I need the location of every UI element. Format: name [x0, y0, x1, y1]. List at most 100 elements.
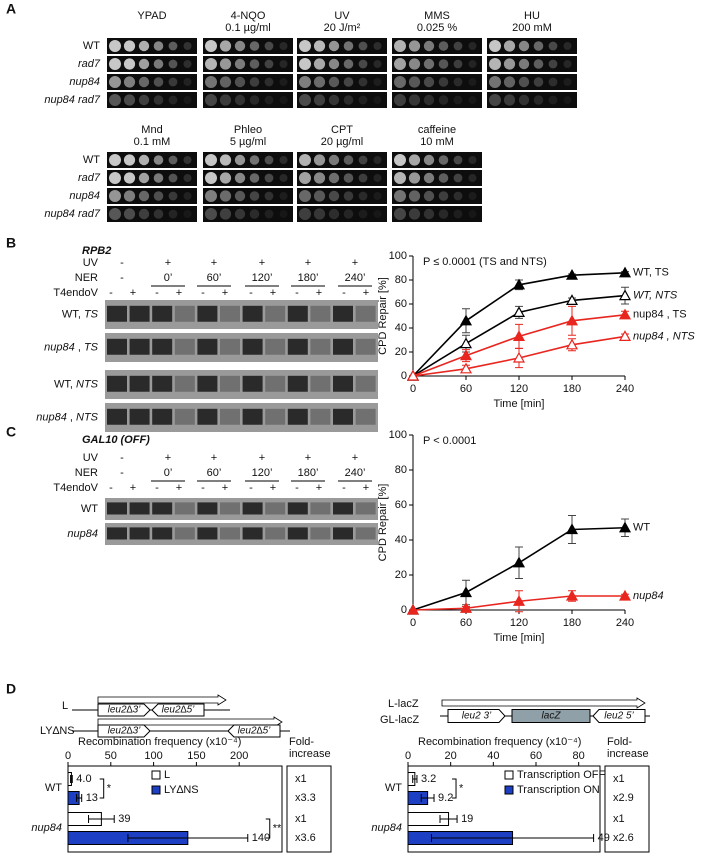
significance-mark: ** [273, 822, 282, 834]
spot [138, 190, 150, 202]
construct-name: LY∆NS [40, 725, 75, 737]
gel-band [333, 502, 353, 515]
value-label: 9.2 [438, 792, 453, 804]
spot [205, 58, 217, 70]
fold-value: x1 [613, 813, 625, 825]
gel-band [197, 338, 218, 355]
spot [408, 172, 421, 184]
plate [487, 92, 577, 108]
legend-label: Transcription OFF [517, 769, 606, 781]
spot [328, 94, 340, 106]
spot [299, 40, 311, 52]
spot [518, 58, 530, 70]
spot [249, 191, 260, 201]
spot [183, 156, 192, 164]
x-tick-label: 240 [616, 383, 634, 395]
fold-value: x2.6 [613, 832, 634, 844]
spot [153, 95, 164, 105]
spot [328, 190, 340, 202]
spot [205, 208, 217, 220]
spot [394, 190, 406, 202]
gel-band [242, 408, 263, 425]
value-label: 3.2 [421, 773, 436, 785]
spot [219, 172, 232, 184]
strain-label: nup84 [69, 190, 100, 202]
gel-band [355, 375, 376, 392]
spot [264, 209, 274, 219]
spot [299, 208, 311, 220]
fold-header: Fold- [607, 736, 632, 748]
gel-band [152, 338, 173, 355]
uv-mark: + [352, 257, 358, 269]
gel-band [355, 527, 376, 540]
spot [489, 76, 501, 88]
spot [533, 59, 544, 69]
x-tick-label: 60 [460, 383, 472, 395]
x-tick-label: 240 [616, 617, 634, 629]
gel-band [152, 408, 173, 425]
spot [328, 208, 340, 220]
series-label: WT, NTS [633, 290, 678, 302]
gel-band [152, 305, 173, 322]
x-tick-label: 0 [65, 750, 71, 762]
gel-band [310, 502, 331, 515]
plate [203, 188, 293, 204]
spot [343, 95, 354, 105]
legend-label: L [164, 769, 170, 781]
gel-band [129, 338, 150, 355]
spot [394, 154, 406, 166]
spot [138, 154, 150, 166]
spot [299, 190, 311, 202]
spot [249, 41, 260, 51]
spot [438, 41, 449, 51]
uv-mark: + [165, 257, 171, 269]
spot [299, 76, 311, 88]
spot [328, 172, 340, 184]
spot [279, 78, 288, 86]
spot [205, 40, 217, 52]
x-tick-label: 100 [144, 750, 162, 762]
strain-label: nup84 rad7 [44, 94, 101, 106]
construct-name: L-lacZ [388, 698, 419, 710]
y-tick-label: 20 [395, 569, 407, 581]
condition-name: MMS [424, 10, 450, 22]
spot [489, 94, 501, 106]
spot [138, 208, 150, 220]
spot [138, 58, 150, 70]
spot [299, 154, 311, 166]
ner-time: - [120, 467, 124, 479]
significance-mark: * [107, 782, 112, 794]
spot [358, 59, 368, 69]
spot [408, 154, 421, 166]
spot [299, 172, 311, 184]
spot [438, 95, 449, 105]
uv-mark: + [305, 257, 311, 269]
marker [459, 362, 473, 374]
spot [123, 208, 136, 220]
marker [512, 306, 526, 317]
lane-label: WT, TS [62, 308, 99, 320]
construct-box-label: lacZ [542, 711, 562, 722]
spot [264, 173, 274, 183]
spot [279, 174, 288, 182]
gel-band [242, 527, 263, 540]
t4-mark: - [201, 482, 205, 494]
marker [618, 521, 632, 533]
legend-swatch [504, 785, 514, 795]
marker [512, 330, 526, 341]
spot [373, 96, 382, 104]
row-name: UV [83, 452, 99, 464]
y-tick-label: 40 [395, 322, 407, 334]
ner-time: 0’ [164, 467, 173, 479]
spot [453, 95, 463, 105]
spot [168, 173, 178, 183]
spot [249, 173, 260, 183]
gel-band [242, 338, 263, 355]
fold-header: increase [607, 748, 649, 760]
spot [328, 40, 340, 52]
t4-mark: + [363, 287, 369, 299]
x-tick-label: 80 [573, 750, 585, 762]
condition-dose: 5 µg/ml [230, 136, 266, 148]
y-tick-label: 0 [401, 370, 407, 382]
